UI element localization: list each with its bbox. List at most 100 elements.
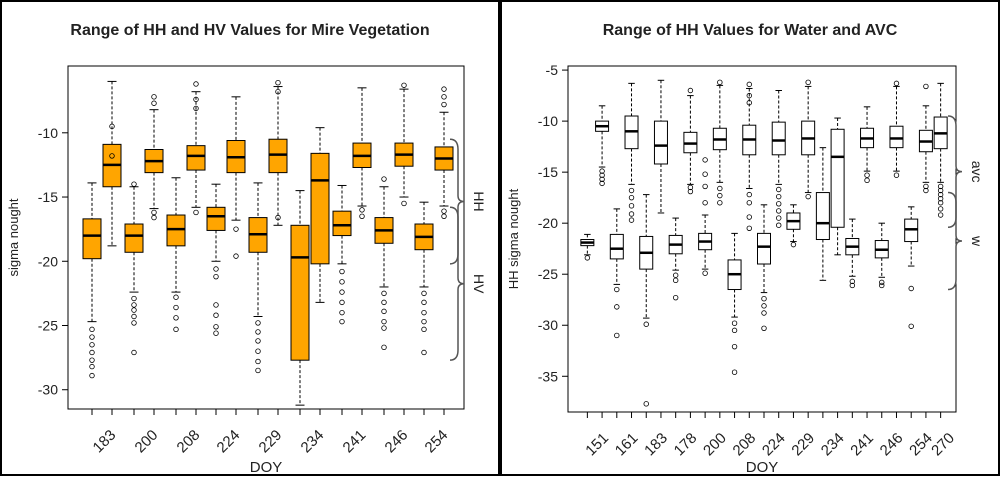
outlier-point — [193, 209, 199, 216]
outlier-point — [339, 279, 345, 285]
group-label-avc: avc — [969, 161, 985, 183]
group-label-w: w — [969, 235, 985, 247]
outlier-point — [421, 290, 427, 297]
outlier-point — [643, 401, 649, 407]
x-tick-label: 241 — [847, 430, 877, 460]
outlier-point — [173, 294, 179, 300]
water-avc-boxplot: -5 -10 -15 -20 -25 -30 -35 HH sigma nought DOY 15… — [506, 62, 985, 474]
x-axis-label: DOY — [746, 459, 779, 474]
outlier-point — [255, 320, 261, 326]
outlier-point — [923, 187, 929, 194]
outlier-point — [381, 344, 387, 351]
box-iqr — [332, 210, 352, 237]
outlier-point — [173, 326, 179, 333]
outlier-point — [702, 270, 708, 276]
box-avc-254 — [918, 83, 933, 194]
outlier-point — [746, 191, 752, 198]
brace-hv — [449, 206, 465, 361]
outlier-point — [213, 330, 219, 336]
outlier-point — [339, 309, 345, 316]
box-iqr — [290, 224, 310, 361]
x-tick-label: 254 — [422, 427, 452, 457]
outlier-point — [614, 304, 620, 310]
outlier-point — [672, 272, 679, 278]
outlier-point — [441, 86, 447, 92]
outlier-point — [89, 363, 95, 370]
outlier-point — [687, 184, 694, 191]
box-avc-208 — [742, 81, 757, 231]
y-axis-label: sigma nought — [6, 198, 21, 276]
brace-w — [947, 191, 963, 291]
y-tick-label: -20 — [538, 215, 558, 231]
outlier-point — [441, 208, 447, 214]
box-iqr — [771, 121, 786, 156]
outlier-point — [89, 349, 95, 356]
outlier-point — [89, 342, 95, 348]
outlier-point — [776, 186, 782, 193]
outlier-point — [717, 79, 723, 86]
outlier-point — [381, 308, 387, 315]
outlier-point — [937, 195, 944, 202]
brace-avc — [947, 115, 963, 229]
box-HH-241 — [352, 87, 372, 220]
outlier-point — [761, 325, 767, 332]
box-iqr — [166, 214, 186, 247]
outlier-point — [89, 326, 95, 333]
outlier-point — [879, 282, 885, 289]
outlier-point — [849, 282, 856, 289]
outlier-point — [599, 172, 605, 178]
outlier-point — [717, 200, 723, 206]
x-tick-label: 208 — [730, 430, 760, 460]
outlier-point — [339, 289, 345, 295]
outlier-point — [643, 321, 649, 327]
group-label-hv: HV — [471, 274, 487, 294]
outlier-point — [628, 217, 635, 223]
outlier-point — [233, 253, 239, 259]
outlier-point — [776, 201, 782, 207]
chart-title: Range of HH Values for Water and AVC — [602, 22, 898, 39]
outlier-point — [776, 208, 782, 214]
box-iqr — [757, 232, 771, 265]
outlier-point — [908, 285, 914, 292]
x-tick-label: 178 — [671, 430, 701, 460]
box-iqr — [186, 145, 206, 171]
box-w-161 — [609, 208, 624, 339]
x-tick-label: 183 — [641, 430, 671, 460]
outlier-point — [628, 211, 635, 217]
box-iqr — [653, 120, 668, 165]
box-w-254 — [904, 206, 919, 329]
outlier-point — [131, 320, 137, 326]
outlier-point — [401, 200, 407, 207]
box-w-200 — [698, 157, 713, 276]
outlier-point — [599, 168, 605, 174]
outlier-point — [893, 172, 900, 178]
y-tick-label: -25 — [38, 317, 58, 333]
box-avc-224 — [771, 89, 786, 228]
box-iqr — [889, 125, 904, 149]
box-w-151 — [580, 233, 595, 261]
box-iqr — [609, 233, 624, 260]
outlier-point — [173, 315, 179, 321]
box-HV-254 — [414, 201, 434, 356]
x-tick-label: 183 — [90, 427, 120, 457]
box-iqr — [815, 192, 830, 241]
y-tick-label: -35 — [538, 368, 558, 384]
box-avc-200 — [712, 79, 727, 206]
chart-title: Range of HH and HV Values for Mire Veget… — [70, 22, 430, 39]
y-tick-label: -10 — [38, 125, 58, 141]
outlier-point — [193, 81, 199, 87]
mire-vegetation-boxplot: -10 -15 -20 -25 -30 sigma nought DOY 183 200 208 2… — [6, 65, 487, 474]
box-iqr — [124, 223, 144, 253]
outlier-point — [421, 299, 427, 306]
outlier-point — [381, 290, 387, 297]
outlier-point — [131, 349, 137, 356]
outlier-point — [131, 313, 137, 320]
box-iqr — [206, 206, 226, 231]
outlier-point — [731, 327, 738, 334]
x-tick-label: 200 — [700, 430, 730, 460]
box-HH-254 — [434, 86, 454, 220]
outlier-point — [614, 286, 620, 293]
outlier-point — [599, 180, 605, 187]
box-HV-208 — [166, 177, 186, 333]
x-tick-label: 224 — [759, 430, 789, 460]
